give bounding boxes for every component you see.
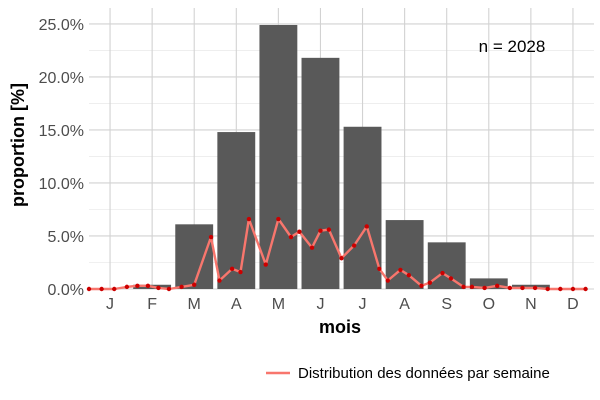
- weekly-point: [507, 285, 513, 291]
- legend: Distribution des données par semaine: [266, 365, 550, 382]
- x-tick-label: J: [106, 296, 114, 313]
- weekly-point: [326, 227, 332, 232]
- weekly-point: [145, 283, 151, 289]
- x-tick-label: O: [483, 296, 495, 313]
- y-tick-label: 5.0%: [48, 229, 84, 246]
- weekly-point: [583, 286, 588, 292]
- x-tick-label: S: [441, 296, 452, 313]
- weekly-point: [461, 284, 466, 290]
- y-tick-label: 15.0%: [39, 123, 84, 140]
- weekly-point: [351, 243, 357, 248]
- bar: [217, 132, 256, 289]
- weekly-point: [208, 234, 214, 240]
- y-tick-label: 25.0%: [39, 17, 84, 34]
- y-tick-labels: 0.0% 5.0% 10.0% 15.0% 20.0% 25.0%: [39, 17, 84, 299]
- y-tick-label: 20.0%: [39, 70, 84, 87]
- x-tick-label: M: [272, 296, 285, 313]
- weekly-point: [229, 266, 235, 272]
- weekly-point: [532, 285, 538, 291]
- weekly-point: [448, 276, 454, 281]
- x-tick-label: J: [316, 296, 324, 313]
- weekly-point: [469, 284, 475, 290]
- bar: [427, 242, 466, 289]
- bar: [343, 126, 382, 289]
- weekly-point: [86, 286, 92, 292]
- weekly-point: [520, 285, 525, 291]
- weekly-point: [385, 278, 390, 283]
- weekly-point: [427, 280, 433, 285]
- x-tick-label: D: [567, 296, 579, 313]
- weekly-line: [86, 216, 588, 292]
- x-tick-label: F: [147, 296, 157, 313]
- bar: [301, 57, 340, 289]
- weekly-point: [318, 228, 323, 233]
- weekly-point: [440, 270, 445, 276]
- bar: [175, 224, 214, 289]
- y-tick-label: 10.0%: [39, 176, 84, 193]
- weekly-point: [156, 285, 161, 291]
- x-axis-title: mois: [319, 317, 361, 337]
- x-tick-label: J: [359, 296, 367, 313]
- x-tick-label: N: [525, 296, 537, 313]
- weekly-point: [398, 267, 403, 273]
- weekly-point: [246, 216, 252, 222]
- y-axis-title: proportion [%]: [8, 83, 28, 207]
- x-tick-label: A: [231, 296, 242, 313]
- weekly-point: [309, 245, 315, 250]
- bar: [259, 24, 298, 290]
- x-tick-label: M: [188, 296, 201, 313]
- legend-label: Distribution des données par semaine: [298, 365, 550, 382]
- weekly-point: [263, 262, 268, 267]
- weekly-point: [135, 283, 140, 289]
- weekly-point: [276, 216, 281, 222]
- weekly-point: [297, 229, 302, 234]
- bar: [469, 278, 508, 289]
- weekly-point: [192, 282, 197, 287]
- weekly-point: [124, 284, 130, 290]
- weekly-point: [112, 286, 117, 292]
- weekly-point: [419, 283, 424, 289]
- bars: [133, 24, 550, 290]
- weekly-point: [339, 256, 344, 261]
- weekly-point: [495, 283, 500, 289]
- sample-size-annotation: n = 2028: [479, 37, 546, 56]
- weekly-point: [545, 286, 550, 292]
- weekly-point: [99, 286, 104, 292]
- weekly-point: [217, 278, 222, 283]
- weekly-point: [179, 284, 184, 290]
- weekly-point: [482, 285, 487, 291]
- weekly-point: [558, 286, 563, 292]
- weekly-point: [364, 224, 369, 229]
- weekly-point: [570, 286, 576, 292]
- x-tick-label: A: [399, 296, 410, 313]
- weekly-point: [238, 269, 243, 275]
- weekly-point: [166, 286, 172, 292]
- weekly-point: [288, 234, 294, 240]
- weekly-point: [406, 273, 412, 278]
- y-tick-label: 0.0%: [48, 282, 84, 299]
- weekly-point: [377, 266, 382, 272]
